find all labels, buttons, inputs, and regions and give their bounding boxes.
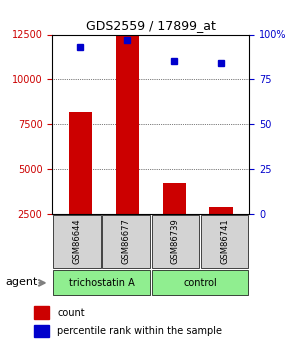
Text: percentile rank within the sample: percentile rank within the sample (57, 326, 222, 336)
Title: GDS2559 / 17899_at: GDS2559 / 17899_at (86, 19, 216, 32)
Text: GSM86739: GSM86739 (171, 219, 180, 264)
FancyBboxPatch shape (201, 215, 249, 268)
Bar (69, 112, 92, 214)
Text: GSM86644: GSM86644 (72, 219, 81, 264)
Text: agent: agent (5, 277, 38, 286)
Text: count: count (57, 308, 85, 317)
Text: GSM86677: GSM86677 (122, 219, 131, 264)
FancyBboxPatch shape (152, 270, 249, 295)
Bar (116, 36, 139, 214)
FancyBboxPatch shape (102, 215, 150, 268)
FancyBboxPatch shape (152, 215, 199, 268)
Bar (209, 207, 233, 214)
Bar (34, 325, 49, 337)
FancyBboxPatch shape (53, 215, 101, 268)
FancyBboxPatch shape (53, 270, 150, 295)
Text: control: control (183, 278, 217, 288)
Bar (34, 306, 49, 319)
Text: GSM86741: GSM86741 (220, 219, 229, 264)
Bar (162, 184, 186, 214)
Text: trichostatin A: trichostatin A (69, 278, 134, 288)
